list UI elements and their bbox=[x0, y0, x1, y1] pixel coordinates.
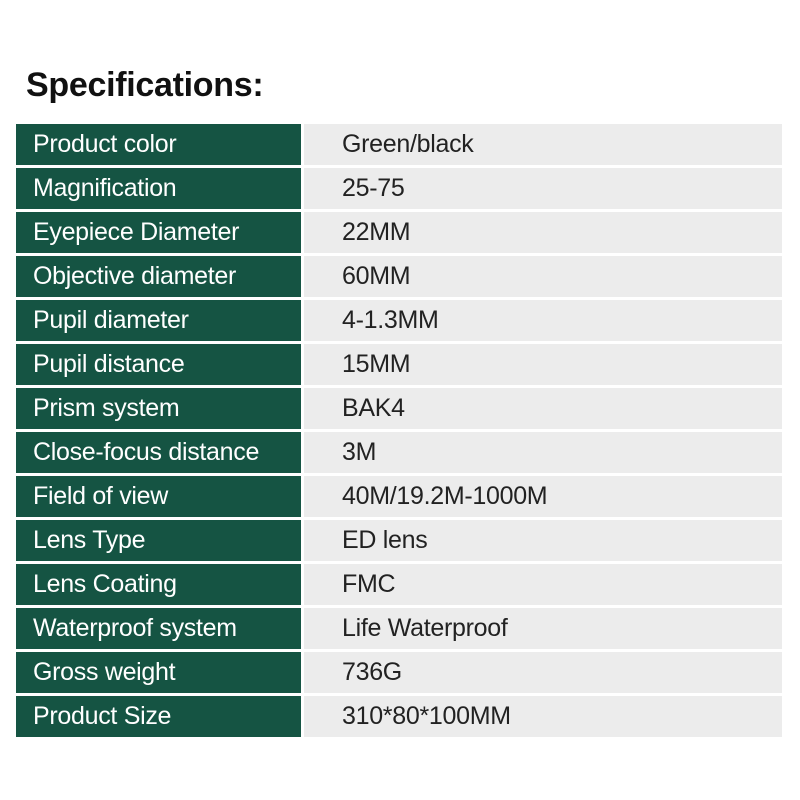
spec-label: Pupil distance bbox=[16, 344, 301, 385]
table-row: Close-focus distance 3M bbox=[16, 432, 782, 473]
spec-value: ED lens bbox=[304, 520, 782, 561]
page-title: Specifications: bbox=[26, 66, 264, 104]
spec-label: Gross weight bbox=[16, 652, 301, 693]
spec-label: Field of view bbox=[16, 476, 301, 517]
table-row: Gross weight 736G bbox=[16, 652, 782, 693]
spec-label: Eyepiece Diameter bbox=[16, 212, 301, 253]
table-row: Product color Green/black bbox=[16, 124, 782, 165]
table-row: Lens Type ED lens bbox=[16, 520, 782, 561]
spec-label: Product color bbox=[16, 124, 301, 165]
table-row: Waterproof system Life Waterproof bbox=[16, 608, 782, 649]
table-row: Pupil diameter 4-1.3MM bbox=[16, 300, 782, 341]
spec-label: Close-focus distance bbox=[16, 432, 301, 473]
spec-label: Pupil diameter bbox=[16, 300, 301, 341]
spec-value: 3M bbox=[304, 432, 782, 473]
spec-label: Objective diameter bbox=[16, 256, 301, 297]
spec-label: Lens Coating bbox=[16, 564, 301, 605]
spec-label: Prism system bbox=[16, 388, 301, 429]
table-row: Prism system BAK4 bbox=[16, 388, 782, 429]
spec-value: BAK4 bbox=[304, 388, 782, 429]
spec-value: Green/black bbox=[304, 124, 782, 165]
table-row: Objective diameter 60MM bbox=[16, 256, 782, 297]
table-row: Magnification 25-75 bbox=[16, 168, 782, 209]
spec-value: 4-1.3MM bbox=[304, 300, 782, 341]
spec-label: Product Size bbox=[16, 696, 301, 737]
spec-table: Product color Green/black Magnification 25-… bbox=[16, 124, 782, 740]
table-row: Pupil distance 15MM bbox=[16, 344, 782, 385]
spec-value: 60MM bbox=[304, 256, 782, 297]
spec-value: 736G bbox=[304, 652, 782, 693]
spec-value: 25-75 bbox=[304, 168, 782, 209]
spec-label: Magnification bbox=[16, 168, 301, 209]
spec-value: 15MM bbox=[304, 344, 782, 385]
table-row: Eyepiece Diameter 22MM bbox=[16, 212, 782, 253]
table-row: Field of view 40M/19.2M-1000M bbox=[16, 476, 782, 517]
spec-value: 40M/19.2M-1000M bbox=[304, 476, 782, 517]
table-row: Product Size 310*80*100MM bbox=[16, 696, 782, 737]
spec-value: Life Waterproof bbox=[304, 608, 782, 649]
spec-value: 22MM bbox=[304, 212, 782, 253]
spec-label: Lens Type bbox=[16, 520, 301, 561]
spec-value: 310*80*100MM bbox=[304, 696, 782, 737]
spec-value: FMC bbox=[304, 564, 782, 605]
spec-label: Waterproof system bbox=[16, 608, 301, 649]
table-row: Lens Coating FMC bbox=[16, 564, 782, 605]
